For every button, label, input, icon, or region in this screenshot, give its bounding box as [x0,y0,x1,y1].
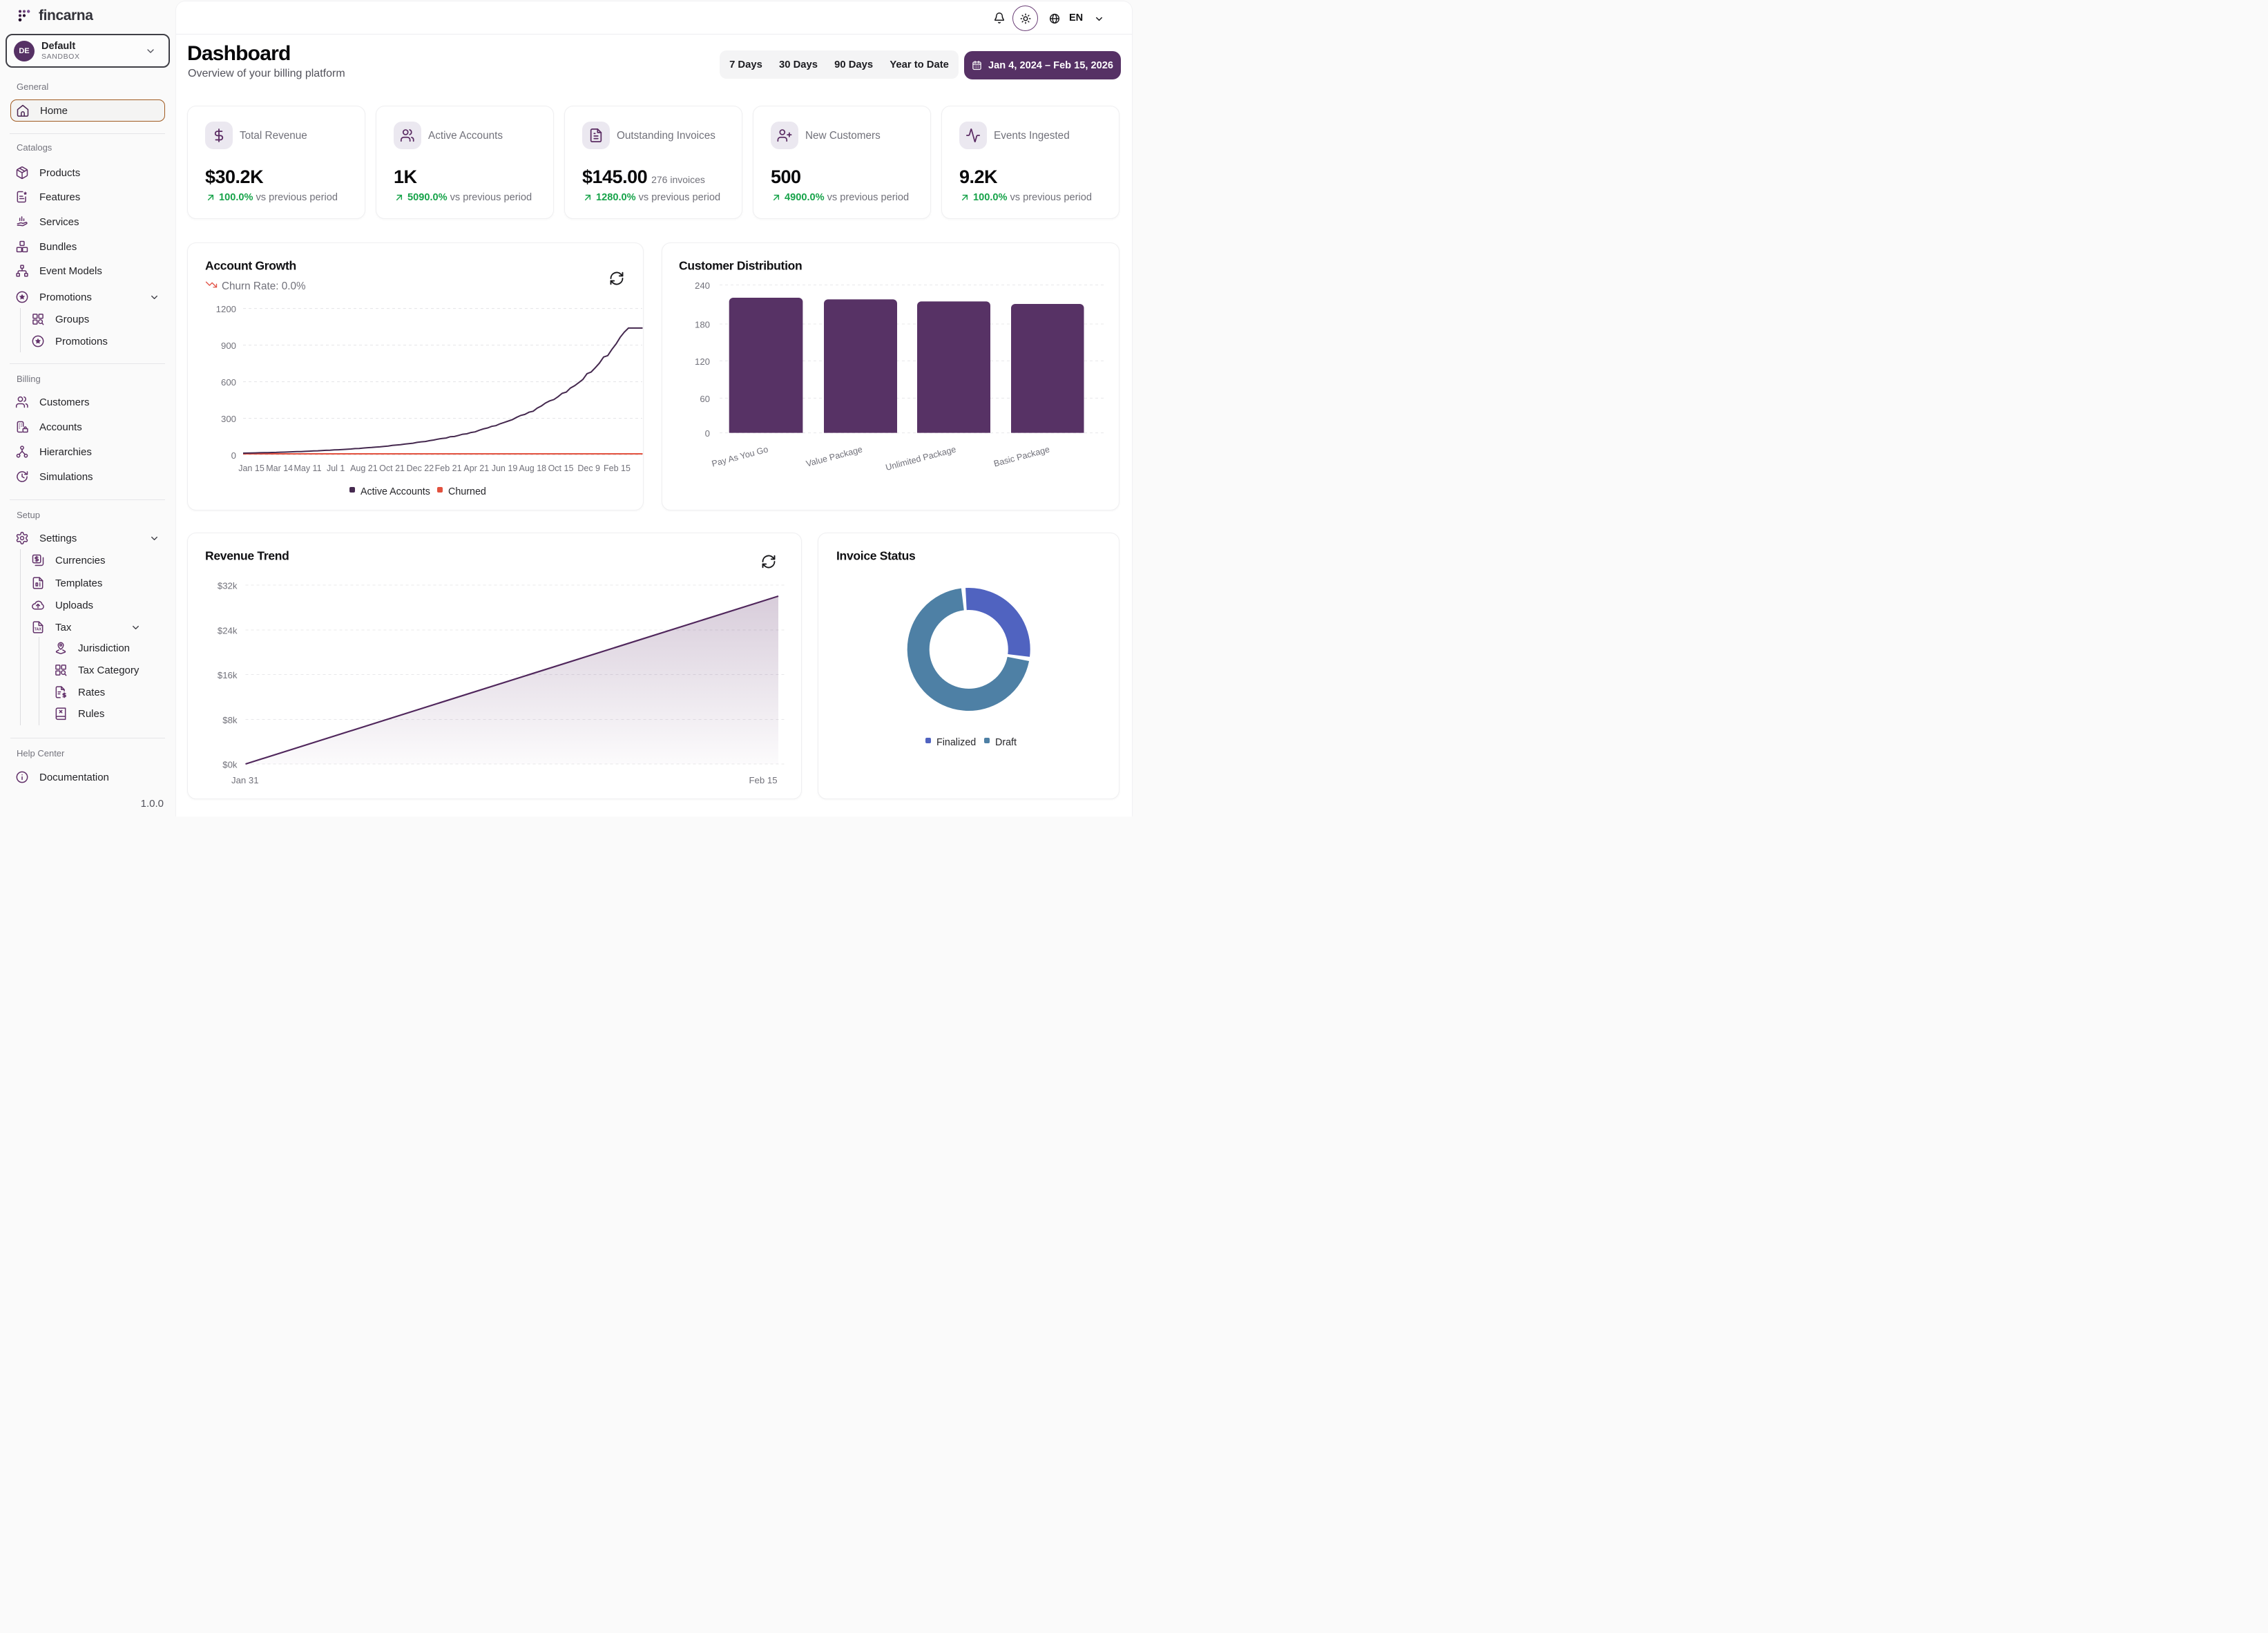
svg-text:$24k: $24k [218,626,238,636]
svg-text:Jan 15: Jan 15 [238,464,265,473]
svg-text:Value Package: Value Package [805,444,864,468]
svg-text:$32k: $32k [218,581,238,591]
svg-text:Feb 15: Feb 15 [749,775,777,785]
svg-text:Dec 9: Dec 9 [577,464,600,473]
svg-text:Oct 15: Oct 15 [548,464,574,473]
svg-text:Revenue Trend: Revenue Trend [205,549,289,563]
svg-text:180: 180 [695,320,710,330]
svg-text:TAX: TAX [35,628,42,632]
svg-text:240: 240 [695,280,710,291]
svg-text:1200: 1200 [216,304,236,314]
svg-text:Feb 15: Feb 15 [604,464,631,473]
svg-text:$0k: $0k [222,760,238,770]
svg-text:Apr 21: Apr 21 [463,464,489,473]
svg-text:Account Growth: Account Growth [205,259,296,273]
svg-text:0: 0 [705,428,710,439]
svg-text:$8k: $8k [222,715,238,725]
svg-text:Pay As You Go: Pay As You Go [711,444,769,468]
svg-text:Unlimited Package: Unlimited Package [885,444,957,472]
svg-text:Churned: Churned [448,486,486,497]
svg-text:300: 300 [221,414,236,424]
svg-text:Basic Package: Basic Package [992,444,1050,468]
svg-text:Oct 21: Oct 21 [379,464,405,473]
svg-text:Jun 19: Jun 19 [492,464,518,473]
svg-text:900: 900 [221,341,236,351]
svg-text:0: 0 [231,450,236,461]
svg-text:$16k: $16k [218,670,238,680]
svg-text:600: 600 [221,377,236,388]
svg-text:60: 60 [700,394,710,404]
svg-text:Churn Rate: 0.0%: Churn Rate: 0.0% [222,280,306,292]
svg-text:Feb 21: Feb 21 [435,464,462,473]
svg-text:Jul 1: Jul 1 [327,464,345,473]
svg-text:Mar 14: Mar 14 [266,464,293,473]
svg-text:120: 120 [695,356,710,367]
svg-text:Dec 22: Dec 22 [407,464,434,473]
svg-text:Active Accounts: Active Accounts [361,486,430,497]
svg-text:Customer Distribution: Customer Distribution [679,259,802,273]
svg-text:May 11: May 11 [294,464,321,473]
svg-text:Draft: Draft [995,737,1017,748]
svg-text:Jan 31: Jan 31 [231,775,259,785]
svg-text:Invoice Status: Invoice Status [836,549,916,563]
svg-text:Aug 21: Aug 21 [350,464,378,473]
svg-text:Finalized: Finalized [936,737,976,748]
svg-text:Aug 18: Aug 18 [519,464,546,473]
